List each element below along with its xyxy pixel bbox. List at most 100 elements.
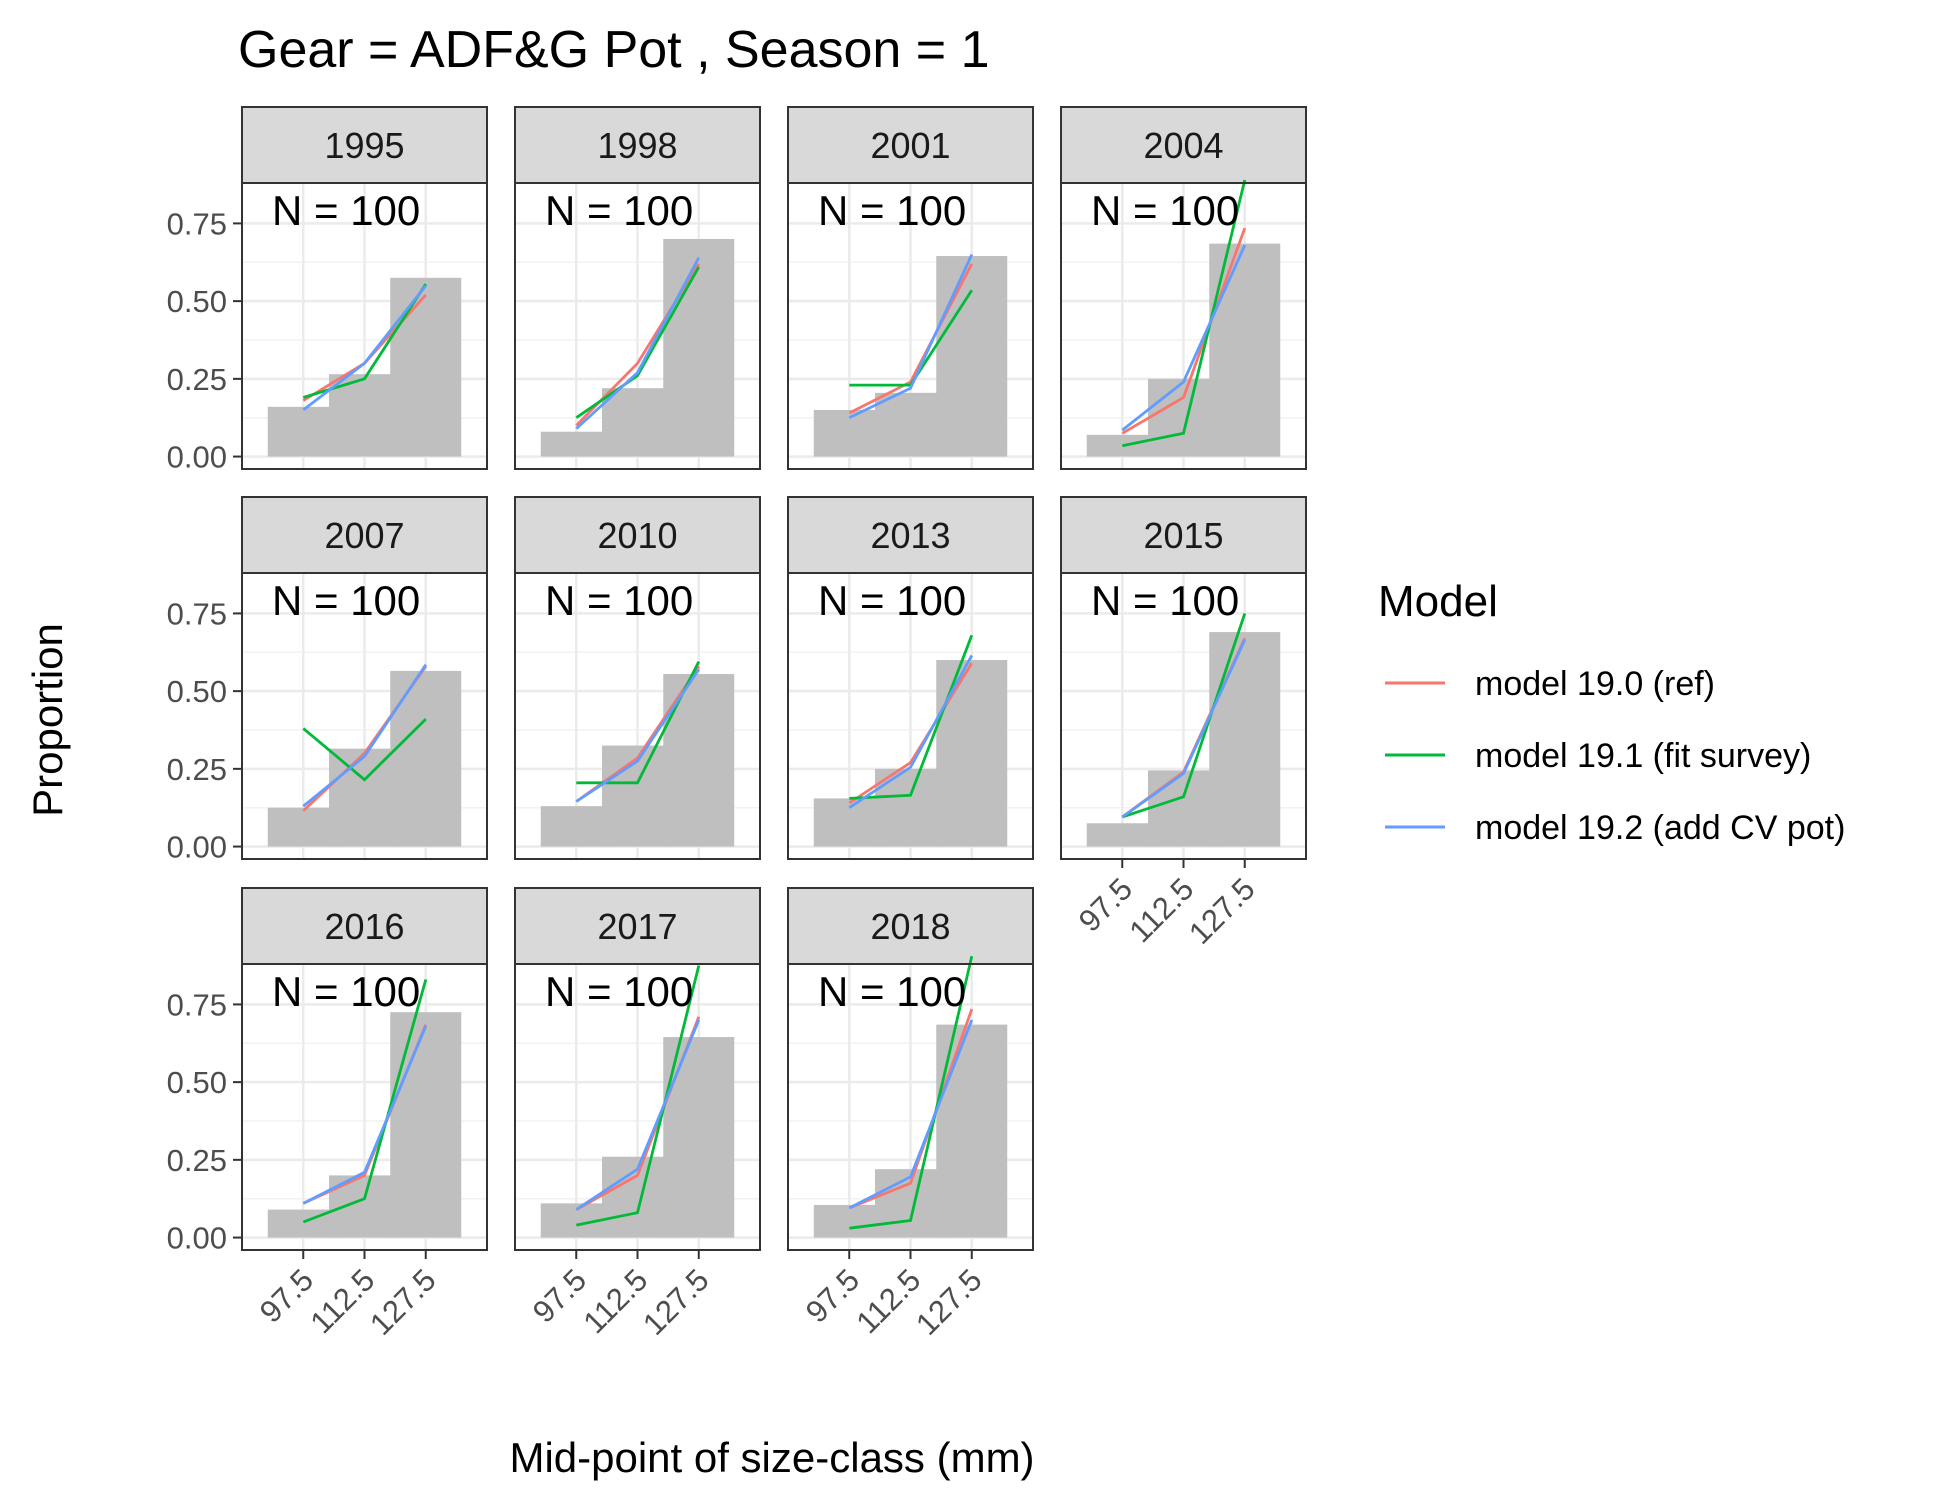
y-tick-label: 0.25 (167, 362, 227, 397)
observed-bar (875, 392, 946, 457)
model-line (1121, 612, 1247, 819)
x-tick-label: 112.5 (1122, 871, 1200, 949)
model-line (848, 263, 974, 415)
panel-2013: 2013 N = 100 (787, 496, 1034, 860)
observed-bar (936, 1024, 1008, 1238)
legend-item: model 19.2 (add CV pot) (1385, 809, 1845, 847)
x-tick-label: 127.5 (636, 1262, 716, 1342)
model-line (849, 955, 974, 1230)
observed-bar (390, 1012, 462, 1238)
panel-strip (1060, 106, 1307, 184)
model-line (848, 1019, 974, 1210)
legend-item: model 19.1 (fit survey) (1385, 737, 1811, 775)
observed-bar (1086, 823, 1158, 847)
observed-bar (813, 1204, 885, 1238)
y-tick-label: 0.75 (167, 596, 227, 631)
panel-strip-label: 2007 (324, 515, 404, 556)
model-line (849, 634, 974, 800)
legend-label: model 19.1 (fit survey) (1475, 737, 1811, 775)
panel-strip (241, 106, 488, 184)
model-line (848, 253, 974, 419)
model-line (575, 668, 700, 803)
panel-border (241, 182, 488, 470)
y-tick-label: 0.50 (167, 674, 227, 709)
n-label: N = 100 (1091, 187, 1239, 234)
model-line (1121, 639, 1247, 819)
model-line (575, 256, 701, 430)
model-line (576, 965, 701, 1227)
model-line (575, 1019, 701, 1211)
n-label: N = 100 (1091, 577, 1239, 624)
observed-bar (663, 674, 735, 847)
n-label: N = 100 (545, 577, 693, 624)
model-line (302, 718, 427, 782)
panel-2001: 2001 N = 100 (787, 106, 1034, 470)
panel-strip (787, 496, 1034, 574)
y-tick-label: 0.00 (167, 830, 227, 865)
observed-bar (540, 431, 612, 457)
y-tick-label: 0.25 (167, 752, 227, 787)
panel-border (1060, 182, 1307, 470)
y-tick-label: 0.00 (167, 1221, 227, 1256)
observed-bar (663, 1037, 735, 1238)
model-line (1121, 227, 1247, 435)
panel-2007: 2007 N = 100 0.00 0.25 0.50 0.75 (167, 496, 488, 865)
panel-strip-label: 1998 (597, 125, 677, 166)
observed-bar (390, 277, 462, 457)
observed-bar (1148, 378, 1219, 457)
legend-label: model 19.0 (ref) (1475, 665, 1715, 703)
n-label: N = 100 (818, 577, 966, 624)
model-line (848, 1008, 974, 1210)
panel-strip (514, 106, 761, 184)
panel-strip-label: 2010 (597, 515, 677, 556)
n-label: N = 100 (545, 187, 693, 234)
panel-border (241, 572, 488, 860)
model-line (302, 1025, 428, 1205)
observed-bar (602, 388, 673, 457)
observed-bar (813, 409, 885, 457)
observed-bar (329, 374, 400, 457)
chart-title: Gear = ADF&G Pot , Season = 1 (238, 21, 990, 79)
model-line (302, 663, 427, 808)
panel-strip (514, 496, 761, 574)
model-line (1122, 179, 1247, 448)
y-tick-label: 0.00 (167, 440, 227, 475)
observed-bar (267, 807, 339, 847)
panel-strip (514, 887, 761, 965)
legend-label: model 19.2 (add CV pot) (1475, 809, 1845, 847)
panel-2010: 2010 N = 100 (514, 496, 761, 860)
x-tick-label: 127.5 (1182, 871, 1262, 951)
x-tick-label: 127.5 (909, 1262, 989, 1342)
panel-border (787, 182, 1034, 470)
model-line (302, 979, 428, 1224)
y-tick-label: 0.75 (167, 206, 227, 241)
panel-strip-label: 2018 (870, 906, 950, 947)
model-line (302, 284, 427, 412)
panel-strip (787, 887, 1034, 965)
panel-strip-label: 2016 (324, 906, 404, 947)
model-line (848, 654, 974, 809)
panel-strip (241, 887, 488, 965)
panel-strip-label: 2004 (1143, 125, 1223, 166)
x-tick-label: 112.5 (303, 1262, 381, 1340)
n-label: N = 100 (272, 968, 420, 1015)
panel-strip (787, 106, 1034, 184)
x-tick-label: 127.5 (363, 1262, 443, 1342)
legend-item: model 19.0 (ref) (1385, 665, 1715, 703)
n-label: N = 100 (545, 968, 693, 1015)
observed-bar (936, 660, 1008, 847)
n-label: N = 100 (818, 187, 966, 234)
panel-strip (241, 496, 488, 574)
y-tick-label: 0.25 (167, 1143, 227, 1178)
panel-strip-label: 1995 (324, 125, 404, 166)
observed-bar (936, 256, 1008, 457)
panel-border (514, 182, 761, 470)
panel-1995: 1995 N = 100 0.00 0.25 0.50 0.75 (167, 106, 488, 475)
y-tick-label: 0.50 (167, 284, 227, 319)
